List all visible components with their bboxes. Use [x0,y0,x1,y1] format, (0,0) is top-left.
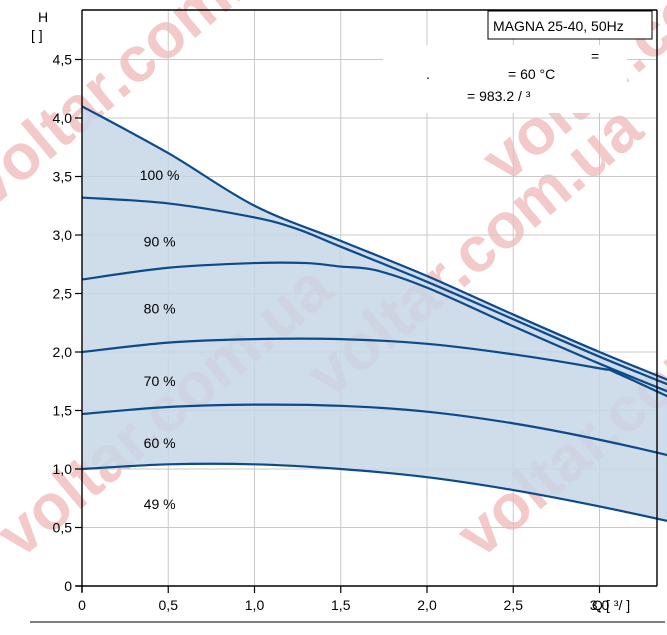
x-axis-unit: [ ³/ ] [606,597,630,613]
y-tick-label: 1,0 [53,461,73,477]
x-tick-label: 0,5 [159,597,179,613]
operating-area-layer [82,106,667,522]
x-tick-label: 2,0 [417,597,437,613]
legend-frame [487,10,653,40]
y-tick-label: 1,5 [53,403,73,419]
legend-model: MAGNA 25-40, 50Hz [493,18,624,34]
curve-label: 60 % [144,435,176,451]
x-tick-label: 2,5 [504,597,524,613]
axes-layer [75,9,658,593]
curve-49-pct [81,462,667,523]
curves-layer [81,105,667,523]
x-axis-symbol: Q [592,597,603,613]
y-tick-label: 3,5 [53,169,73,185]
y-axis-symbol: H [38,9,48,25]
curve-label: 100 % [140,167,180,183]
legend-line-eq: = [591,48,599,64]
curve-80-pct [81,261,667,393]
curve-label: 90 % [144,234,176,250]
y-tick-label: 4,0 [53,110,73,126]
y-axis-unit: [ ] [31,27,43,43]
curve-label: 80 % [144,300,176,316]
curve-100-pct [81,105,667,381]
y-tick-label: 0,5 [53,520,73,536]
operating-area [82,106,667,522]
curve-70-pct [81,337,667,398]
curve-label: 70 % [144,373,176,389]
legend-density: = 983.2 / ³ [467,88,531,104]
curve-90-pct [81,196,667,386]
curve-label: 49 % [144,496,176,512]
legend-box: MAGNA 25-40, 50Hz = . = 60 °C = 983.2 / … [383,10,653,113]
y-tick-label: 3,0 [53,227,73,243]
legend-temperature: = 60 °C [508,66,555,82]
x-tick-label: 3,0 [590,597,610,613]
y-tick-label: 0 [64,578,72,594]
legend-info-background [383,45,627,113]
labels-layer: 00,51,01,52,02,53,03,54,04,55,05,500,51,… [53,52,610,614]
y-tick-label: 2,5 [53,286,73,302]
y-tick-label: 4,5 [53,52,73,68]
x-tick-label: 1,5 [331,597,351,613]
x-tick-label: 0 [78,597,86,613]
curve-60-pct [81,403,667,457]
legend-dot: . [426,66,430,82]
y-tick-label: 2,0 [53,344,73,360]
x-tick-label: 1,0 [245,597,265,613]
